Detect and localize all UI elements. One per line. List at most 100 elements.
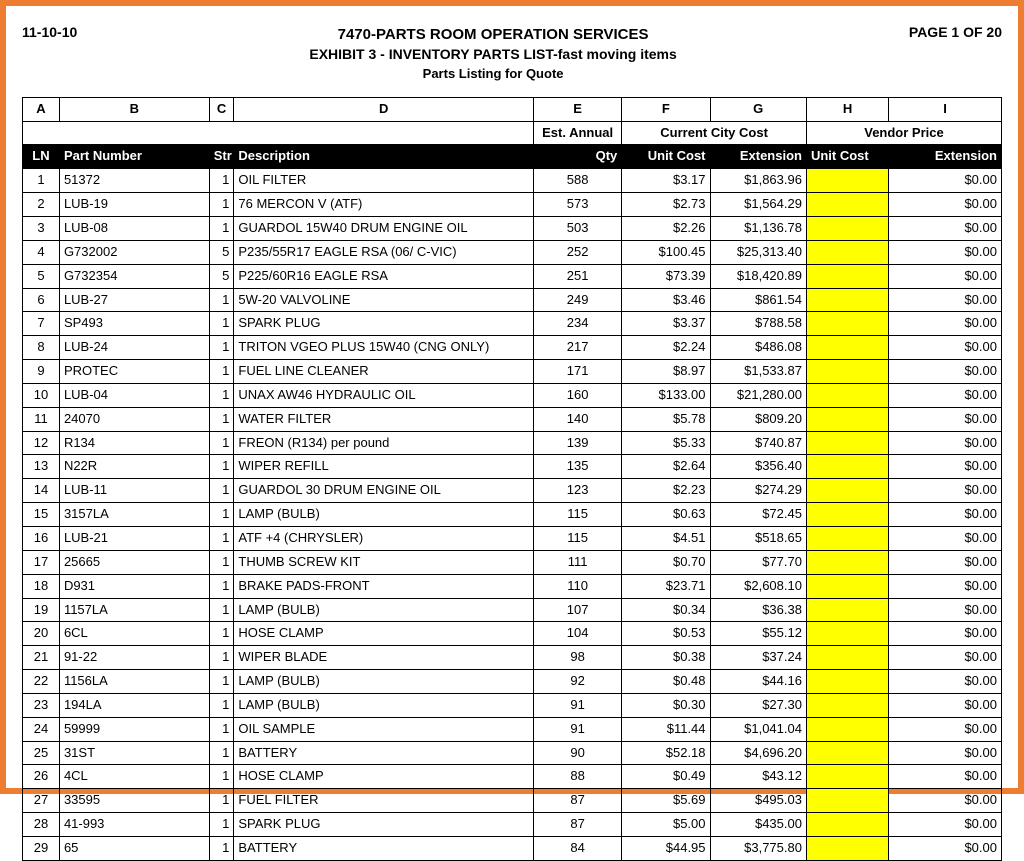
- cell-qty: 123: [534, 479, 622, 503]
- cell-str: 1: [209, 622, 234, 646]
- cell-qty: 111: [534, 550, 622, 574]
- parts-table: ABCDEFGHIEst. AnnualCurrent City CostVen…: [22, 97, 1002, 861]
- cell-desc: P235/55R17 EAGLE RSA (06/ C-VIC): [234, 240, 534, 264]
- table-row: 27335951FUEL FILTER87$5.69$495.03$0.00: [23, 789, 1002, 813]
- cell-uc: $0.70: [622, 550, 710, 574]
- doc-title-1: 7470-PARTS ROOM OPERATION SERVICES: [77, 24, 909, 45]
- cell-part: 51372: [59, 169, 209, 193]
- cell-desc: 5W-20 VALVOLINE: [234, 288, 534, 312]
- cell-vuc: [806, 526, 888, 550]
- cell-ln: 29: [23, 836, 60, 860]
- cell-ext: $740.87: [710, 431, 806, 455]
- table-row: 29651BATTERY84$44.95$3,775.80$0.00: [23, 836, 1002, 860]
- cell-qty: 98: [534, 646, 622, 670]
- cell-uc: $5.69: [622, 789, 710, 813]
- cell-vext: $0.00: [889, 407, 1002, 431]
- table-row: 3LUB-081GUARDOL 15W40 DRUM ENGINE OIL503…: [23, 217, 1002, 241]
- cell-qty: 588: [534, 169, 622, 193]
- cell-uc: $0.63: [622, 503, 710, 527]
- cell-part: 194LA: [59, 693, 209, 717]
- cell-ext: $861.54: [710, 288, 806, 312]
- cell-part: SP493: [59, 312, 209, 336]
- cell-vuc: [806, 407, 888, 431]
- cell-uc: $2.26: [622, 217, 710, 241]
- cell-desc: 76 MERCON V (ATF): [234, 193, 534, 217]
- cell-desc: OIL SAMPLE: [234, 717, 534, 741]
- group-est-annual: Est. Annual: [534, 121, 622, 145]
- cell-qty: 110: [534, 574, 622, 598]
- table-row: 5G7323545P225/60R16 EAGLE RSA251$73.39$1…: [23, 264, 1002, 288]
- col-letter-C: C: [209, 97, 234, 121]
- cell-part: LUB-08: [59, 217, 209, 241]
- cell-str: 5: [209, 240, 234, 264]
- cell-str: 1: [209, 526, 234, 550]
- cell-desc: LAMP (BULB): [234, 670, 534, 694]
- cell-desc: UNAX AW46 HYDRAULIC OIL: [234, 383, 534, 407]
- cell-desc: WATER FILTER: [234, 407, 534, 431]
- cell-uc: $0.34: [622, 598, 710, 622]
- cell-uc: $4.51: [622, 526, 710, 550]
- cell-ln: 18: [23, 574, 60, 598]
- col-letter-I: I: [889, 97, 1002, 121]
- cell-uc: $0.38: [622, 646, 710, 670]
- cell-part: LUB-21: [59, 526, 209, 550]
- table-row: 221156LA1LAMP (BULB)92$0.48$44.16$0.00: [23, 670, 1002, 694]
- cell-vuc: [806, 622, 888, 646]
- doc-title-3: Parts Listing for Quote: [77, 65, 909, 83]
- cell-part: D931: [59, 574, 209, 598]
- cell-vuc: [806, 741, 888, 765]
- cell-vuc: [806, 169, 888, 193]
- cell-ext: $4,696.20: [710, 741, 806, 765]
- cell-desc: BRAKE PADS-FRONT: [234, 574, 534, 598]
- cell-uc: $8.97: [622, 360, 710, 384]
- table-row: 12R1341FREON (R134) per pound139$5.33$74…: [23, 431, 1002, 455]
- cell-desc: LAMP (BULB): [234, 503, 534, 527]
- cell-ln: 23: [23, 693, 60, 717]
- cell-vext: $0.00: [889, 240, 1002, 264]
- cell-str: 5: [209, 264, 234, 288]
- table-row: 10LUB-041UNAX AW46 HYDRAULIC OIL160$133.…: [23, 383, 1002, 407]
- cell-ln: 3: [23, 217, 60, 241]
- cell-qty: 217: [534, 336, 622, 360]
- cell-ln: 6: [23, 288, 60, 312]
- cell-str: 1: [209, 288, 234, 312]
- cell-part: 59999: [59, 717, 209, 741]
- cell-ln: 13: [23, 455, 60, 479]
- cell-ext: $356.40: [710, 455, 806, 479]
- cell-uc: $0.30: [622, 693, 710, 717]
- table-row: 23194LA1LAMP (BULB)91$0.30$27.30$0.00: [23, 693, 1002, 717]
- cell-ln: 14: [23, 479, 60, 503]
- cell-str: 1: [209, 741, 234, 765]
- cell-ext: $37.24: [710, 646, 806, 670]
- cell-vext: $0.00: [889, 312, 1002, 336]
- hdr-part: Part Number: [59, 145, 209, 169]
- cell-qty: 88: [534, 765, 622, 789]
- cell-vext: $0.00: [889, 717, 1002, 741]
- cell-desc: HOSE CLAMP: [234, 765, 534, 789]
- cell-uc: $2.24: [622, 336, 710, 360]
- cell-uc: $2.23: [622, 479, 710, 503]
- cell-vext: $0.00: [889, 550, 1002, 574]
- hdr-v-extension: Extension: [889, 145, 1002, 169]
- cell-str: 1: [209, 693, 234, 717]
- cell-ext: $1,136.78: [710, 217, 806, 241]
- cell-uc: $44.95: [622, 836, 710, 860]
- cell-vext: $0.00: [889, 455, 1002, 479]
- table-row: 2LUB-19176 MERCON V (ATF)573$2.73$1,564.…: [23, 193, 1002, 217]
- cell-part: PROTEC: [59, 360, 209, 384]
- cell-ext: $18,420.89: [710, 264, 806, 288]
- cell-ln: 4: [23, 240, 60, 264]
- table-row: 6LUB-2715W-20 VALVOLINE249$3.46$861.54$0…: [23, 288, 1002, 312]
- doc-title-2: EXHIBIT 3 - INVENTORY PARTS LIST-fast mo…: [77, 45, 909, 65]
- cell-ext: $1,863.96: [710, 169, 806, 193]
- cell-ext: $27.30: [710, 693, 806, 717]
- cell-desc: FUEL FILTER: [234, 789, 534, 813]
- group-city-cost: Current City Cost: [622, 121, 807, 145]
- cell-uc: $11.44: [622, 717, 710, 741]
- cell-str: 1: [209, 646, 234, 670]
- cell-qty: 115: [534, 503, 622, 527]
- cell-desc: THUMB SCREW KIT: [234, 550, 534, 574]
- cell-qty: 104: [534, 622, 622, 646]
- cell-vuc: [806, 503, 888, 527]
- cell-uc: $2.73: [622, 193, 710, 217]
